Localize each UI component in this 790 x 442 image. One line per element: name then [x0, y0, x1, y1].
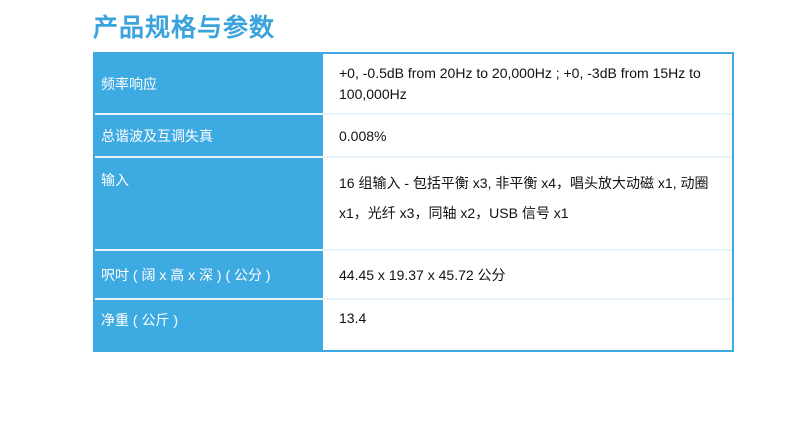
spec-value: 0.008%: [323, 115, 732, 156]
spec-value: +0, -0.5dB from 20Hz to 20,000Hz ; +0, -…: [323, 54, 732, 113]
spec-value: 16 组输入 - 包括平衡 x3, 非平衡 x4，唱头放大动磁 x1, 动圈 x…: [323, 158, 732, 249]
spec-label: 总谐波及互调失真: [95, 115, 323, 156]
spec-label: 净重 ( 公斤 ): [95, 300, 323, 350]
spec-table: 频率响应 +0, -0.5dB from 20Hz to 20,000Hz ; …: [93, 52, 734, 352]
spec-label: 呎吋 ( 阔 x 高 x 深 ) ( 公分 ): [95, 251, 323, 298]
table-row: 输入 16 组输入 - 包括平衡 x3, 非平衡 x4，唱头放大动磁 x1, 动…: [95, 158, 732, 251]
table-row: 净重 ( 公斤 ) 13.4: [95, 300, 732, 350]
table-row: 呎吋 ( 阔 x 高 x 深 ) ( 公分 ) 44.45 x 19.37 x …: [95, 251, 732, 300]
table-row: 总谐波及互调失真 0.008%: [95, 115, 732, 158]
page-title: 产品规格与参数: [93, 14, 276, 42]
table-row: 频率响应 +0, -0.5dB from 20Hz to 20,000Hz ; …: [95, 54, 732, 115]
spec-value: 13.4: [323, 300, 732, 350]
spec-value: 44.45 x 19.37 x 45.72 公分: [323, 251, 732, 298]
spec-label: 频率响应: [95, 54, 323, 113]
spec-label: 输入: [95, 158, 323, 249]
